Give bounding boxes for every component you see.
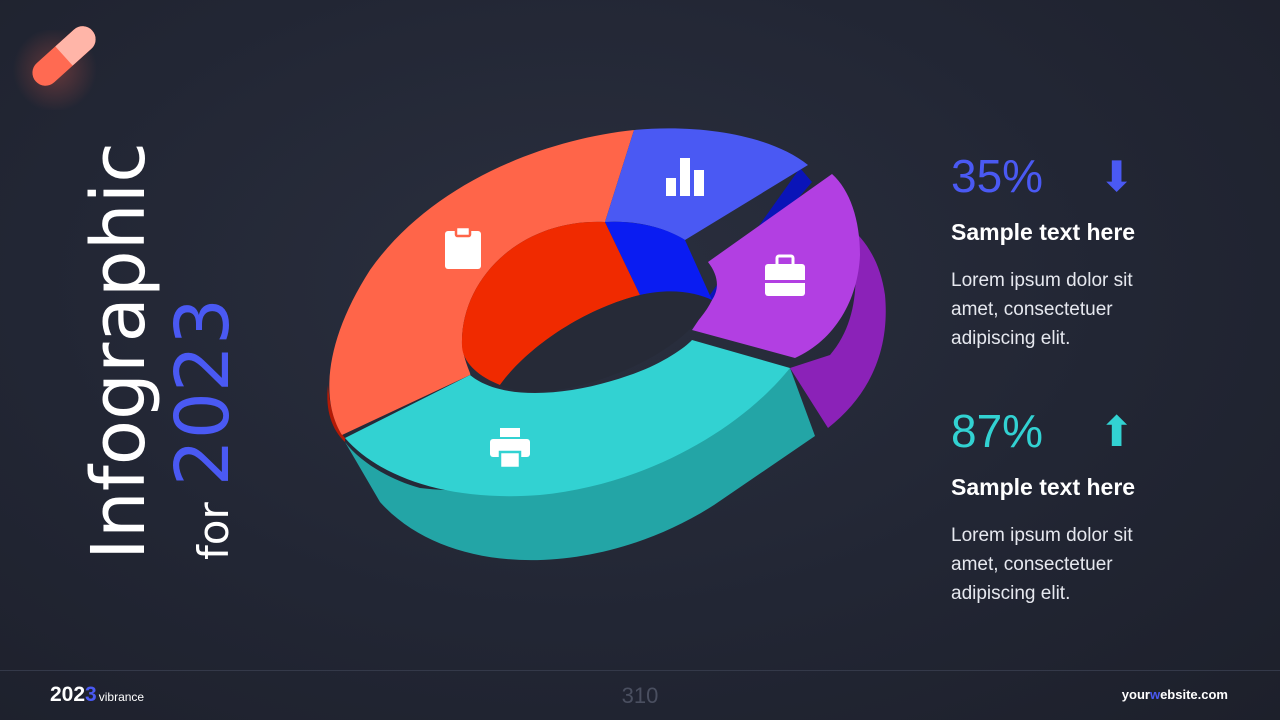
title-year: 2023 xyxy=(160,297,246,487)
website-part-a: your xyxy=(1121,687,1150,702)
footer-divider xyxy=(0,670,1280,671)
segment-orange-side xyxy=(327,385,345,442)
segment-orange-top xyxy=(329,130,634,435)
title-for: for xyxy=(189,502,238,560)
segment-purple-side xyxy=(790,225,886,428)
donut-hole xyxy=(500,291,712,392)
brand-year-b: 3 xyxy=(85,683,97,706)
website-part-c: ebsite.com xyxy=(1160,687,1228,702)
arrow-up-icon: ⬆ xyxy=(1099,407,1135,456)
brand-logo: 2023 vibrance xyxy=(50,683,144,707)
stat-block-1: 35% ⬇ Sample text here Lorem ipsum dolor… xyxy=(951,153,1251,353)
stat-body: Lorem ipsum dolor sit amet, consectetuer… xyxy=(951,525,1133,604)
title-main: Infographic xyxy=(76,142,162,560)
segment-teal-top xyxy=(345,340,790,497)
website-link[interactable]: yourwebsite.com xyxy=(1122,687,1228,702)
brand-year-a: 202 xyxy=(50,683,86,706)
website-part-b: w xyxy=(1149,687,1161,702)
printer-icon xyxy=(490,428,530,470)
segment-blue-inner xyxy=(605,221,712,300)
page-number: 310 xyxy=(621,683,659,708)
vertical-title: Infographic for 2023 xyxy=(76,142,246,560)
segment-teal-side xyxy=(345,368,815,561)
clipboard-icon xyxy=(445,225,481,269)
segment-orange-inner xyxy=(461,221,640,385)
brand-name: vibrance xyxy=(98,690,145,704)
stat-value: 87% xyxy=(951,405,1044,457)
stat-body: Lorem ipsum dolor sit amet, consectetuer… xyxy=(951,270,1133,349)
stat-label: Sample text here xyxy=(951,219,1136,245)
arrow-down-icon: ⬇ xyxy=(1099,152,1135,201)
stat-value: 35% xyxy=(951,150,1044,202)
stat-block-2: 87% ⬆ Sample text here Lorem ipsum dolor… xyxy=(951,408,1251,608)
segment-blue-top xyxy=(605,128,808,240)
briefcase-icon xyxy=(765,254,805,296)
stat-label: Sample text here xyxy=(951,474,1136,500)
donut-diagram xyxy=(327,128,886,561)
bar-chart-icon xyxy=(666,158,704,196)
